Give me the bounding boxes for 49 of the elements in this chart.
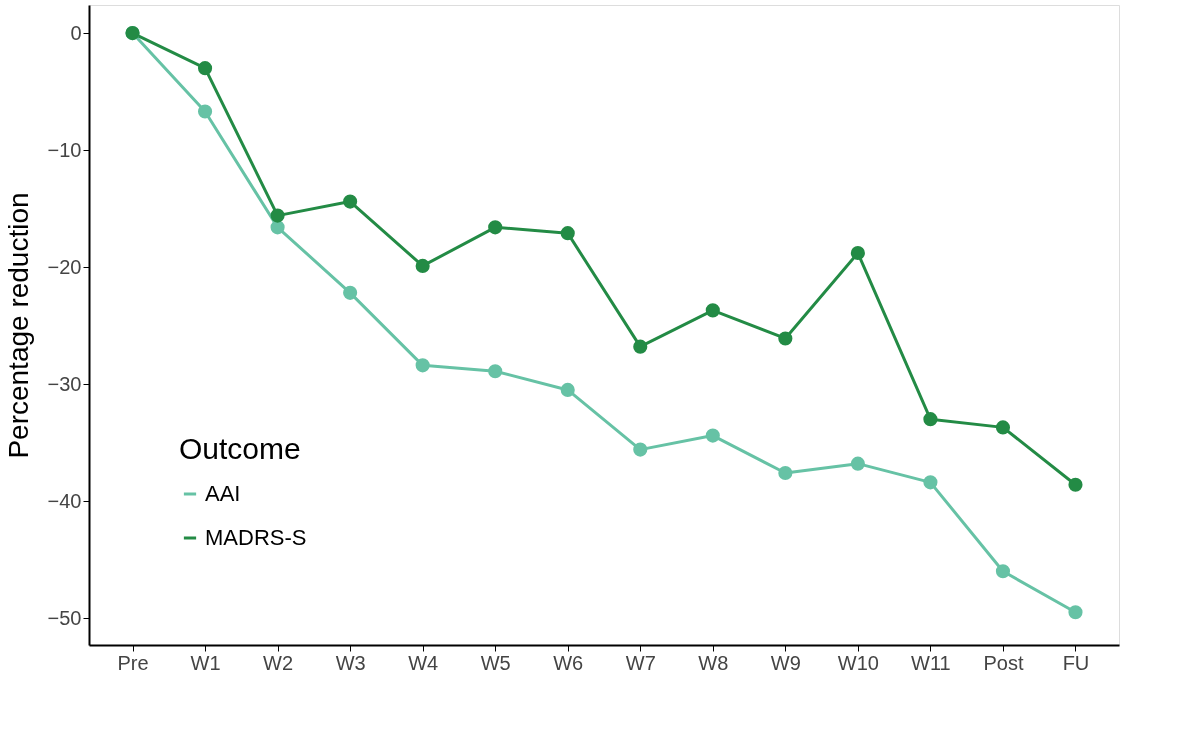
y-tick-label: −40 xyxy=(47,489,82,512)
x-tick-label: W7 xyxy=(625,651,656,674)
x-tick-label: W10 xyxy=(837,651,879,674)
point xyxy=(633,442,648,457)
point xyxy=(923,475,938,490)
x-tick-label: W9 xyxy=(770,651,801,674)
y-tick-label: −20 xyxy=(47,255,82,278)
point xyxy=(197,61,213,76)
x-tick-label: W2 xyxy=(263,651,294,674)
y-tick-label: −30 xyxy=(47,372,82,395)
point xyxy=(995,420,1011,435)
point xyxy=(488,220,503,235)
x-tick-label: W3 xyxy=(335,651,366,674)
point xyxy=(850,456,865,471)
point xyxy=(633,339,648,354)
point xyxy=(415,258,430,273)
point xyxy=(560,226,575,241)
x-tick-label: W11 xyxy=(911,651,951,674)
x-tick-label: W1 xyxy=(190,651,221,674)
point xyxy=(778,465,793,481)
point xyxy=(705,428,720,443)
y-tick-label: 0 xyxy=(70,21,82,44)
point xyxy=(923,412,938,427)
point xyxy=(415,358,430,373)
point xyxy=(778,331,793,346)
y-tick-label: −50 xyxy=(47,606,82,629)
x-tick-label: Post xyxy=(983,651,1024,674)
y-axis-title: Percentage reduction xyxy=(2,192,34,459)
point xyxy=(343,194,358,209)
x-tick-label: W5 xyxy=(480,651,511,674)
point xyxy=(488,364,503,379)
point xyxy=(270,208,285,223)
x-tick-label: W4 xyxy=(408,651,439,674)
x-tick-label: W6 xyxy=(553,651,584,674)
point xyxy=(343,285,358,300)
point xyxy=(560,382,575,397)
point xyxy=(197,104,213,119)
x-tick-label: W8 xyxy=(698,651,729,674)
point xyxy=(1068,605,1083,620)
point xyxy=(705,303,720,318)
legend-label: MADRS-S xyxy=(205,525,307,550)
point xyxy=(1068,477,1083,492)
legend-title: Outcome xyxy=(179,432,301,465)
x-tick-label: FU xyxy=(1062,651,1090,674)
x-tick-label: Pre xyxy=(117,651,149,674)
point xyxy=(995,564,1011,579)
y-tick-label: −10 xyxy=(47,138,82,161)
legend-label: AAI xyxy=(205,481,241,506)
point xyxy=(850,245,865,261)
